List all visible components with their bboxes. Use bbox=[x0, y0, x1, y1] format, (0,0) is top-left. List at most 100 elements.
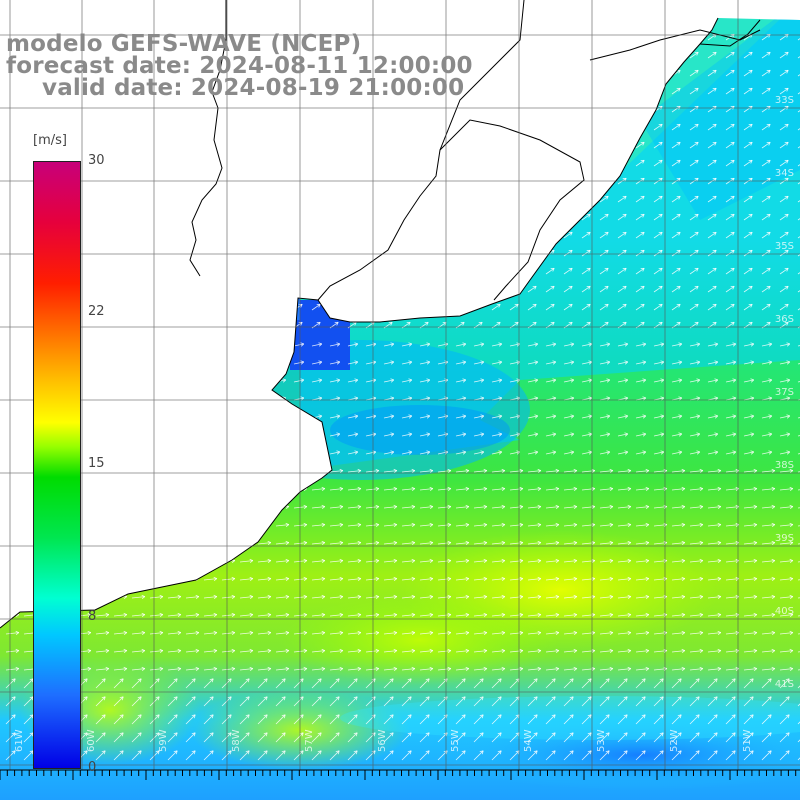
wind-arrow bbox=[221, 159, 231, 167]
wind-arrow-head bbox=[159, 596, 164, 600]
wind-arrow-head bbox=[87, 558, 92, 561]
wind-arrow bbox=[167, 596, 181, 599]
wind-arrow-head bbox=[768, 304, 771, 308]
wind-arrow-head bbox=[12, 286, 15, 290]
wind-arrow-head bbox=[642, 433, 647, 437]
wind-arrow-head bbox=[300, 414, 304, 417]
wind-arrow-head bbox=[177, 632, 182, 636]
wind-arrow bbox=[707, 159, 717, 167]
wind-arrow bbox=[113, 105, 123, 113]
wind-arrow-head bbox=[696, 451, 701, 455]
wind-arrow-head bbox=[786, 52, 789, 56]
wind-arrow bbox=[185, 303, 195, 311]
wind-arrow-head bbox=[573, 558, 578, 561]
wind-arrow bbox=[365, 488, 379, 491]
wind-arrow-head bbox=[771, 468, 776, 471]
wind-arrow-head bbox=[336, 361, 341, 365]
wind-arrow bbox=[131, 632, 145, 635]
wind-arrow-head bbox=[699, 668, 704, 672]
wind-arrow-head bbox=[105, 594, 110, 597]
wind-arrow bbox=[689, 123, 699, 131]
wind-arrow bbox=[275, 668, 289, 671]
wind-arrow bbox=[743, 678, 754, 689]
wind-arrow bbox=[23, 231, 33, 239]
wind-arrow bbox=[689, 596, 703, 599]
wind-arrow-head bbox=[588, 268, 591, 272]
wind-arrow-head bbox=[516, 142, 519, 146]
wind-arrow-head bbox=[375, 542, 380, 546]
wind-arrow-head bbox=[717, 522, 722, 525]
wind-arrow-head bbox=[30, 88, 33, 92]
wind-arrow-head bbox=[573, 470, 578, 474]
wind-arrow-head bbox=[642, 415, 647, 419]
wind-arrow bbox=[779, 303, 789, 311]
wind-arrow-head bbox=[210, 342, 214, 345]
wind-arrow bbox=[689, 249, 699, 257]
wind-arrow-head bbox=[411, 558, 416, 561]
wind-arrow bbox=[491, 51, 501, 59]
wind-arrow-head bbox=[174, 361, 179, 365]
wind-arrow bbox=[329, 195, 339, 203]
wind-arrow bbox=[5, 488, 19, 491]
wind-arrow-head bbox=[318, 232, 321, 236]
wind-arrow bbox=[131, 614, 145, 617]
wind-arrow-head bbox=[228, 360, 232, 363]
wind-arrow bbox=[545, 231, 555, 239]
wind-arrow-head bbox=[516, 214, 519, 218]
wind-arrow-head bbox=[642, 286, 645, 290]
wind-arrow bbox=[329, 614, 343, 617]
wind-arrow-head bbox=[246, 142, 249, 146]
wind-arrow-head bbox=[645, 524, 650, 528]
wind-arrow-head bbox=[479, 678, 484, 681]
wind-arrow-head bbox=[192, 414, 196, 417]
wind-arrow-head bbox=[357, 542, 362, 546]
wind-arrow-head bbox=[336, 322, 339, 326]
wind-arrow bbox=[419, 524, 433, 527]
wind-arrow bbox=[455, 343, 466, 347]
wind-arrow-head bbox=[627, 596, 632, 600]
wind-arrow bbox=[563, 231, 573, 239]
wind-arrow-head bbox=[717, 576, 722, 579]
wind-arrow-head bbox=[643, 678, 646, 683]
wind-arrow-head bbox=[429, 614, 434, 618]
wind-arrow-head bbox=[570, 322, 573, 326]
wind-arrow-head bbox=[375, 596, 380, 600]
wind-arrow-head bbox=[627, 488, 632, 492]
wind-arrow-head bbox=[660, 432, 664, 435]
wind-arrow bbox=[95, 231, 105, 239]
wind-arrow-head bbox=[717, 632, 722, 636]
wind-arrow-head bbox=[552, 361, 557, 365]
wind-arrow-head bbox=[537, 668, 542, 672]
wind-arrow-head bbox=[282, 214, 285, 218]
wind-arrow-head bbox=[84, 396, 88, 399]
wind-arrow-head bbox=[390, 124, 393, 128]
wind-arrow-head bbox=[480, 433, 485, 437]
wind-arrow-head bbox=[696, 160, 699, 164]
wind-arrow-head bbox=[87, 632, 92, 636]
wind-arrow-head bbox=[390, 360, 394, 363]
wind-arrow-head bbox=[555, 488, 560, 492]
wind-arrow-head bbox=[627, 650, 632, 654]
wind-arrow bbox=[743, 303, 753, 311]
wind-arrow-head bbox=[768, 160, 771, 164]
wind-arrow bbox=[347, 560, 361, 563]
wind-arrow-head bbox=[102, 414, 106, 417]
wind-arrow-head bbox=[624, 124, 627, 128]
wind-arrow-head bbox=[174, 433, 179, 437]
wind-arrow-head bbox=[354, 250, 357, 254]
wind-arrow-head bbox=[501, 612, 506, 615]
wind-arrow bbox=[401, 650, 415, 653]
wind-arrow-head bbox=[606, 342, 610, 345]
wind-arrow-head bbox=[645, 612, 650, 615]
wind-arrow-head bbox=[771, 540, 776, 543]
wind-arrow-head bbox=[285, 648, 290, 651]
wind-arrow-head bbox=[660, 70, 663, 74]
wind-arrow bbox=[365, 560, 379, 563]
wind-arrow-head bbox=[141, 596, 146, 600]
wind-arrow-head bbox=[609, 522, 614, 525]
wind-arrow-head bbox=[12, 142, 15, 146]
wind-arrow-head bbox=[141, 524, 146, 528]
wind-arrow-head bbox=[645, 668, 650, 672]
wind-arrow-head bbox=[429, 522, 434, 525]
wind-arrow-head bbox=[267, 504, 272, 507]
